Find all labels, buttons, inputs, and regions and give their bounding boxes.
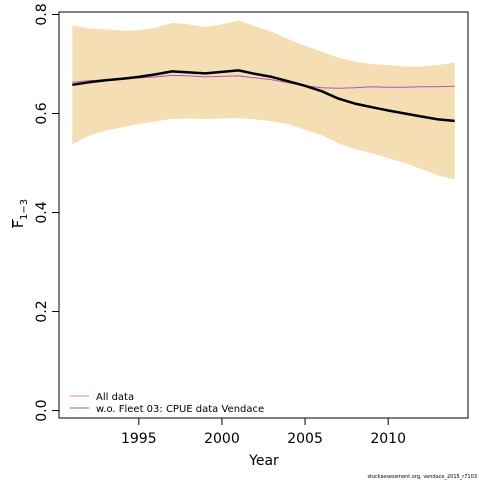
x-tick-label: 2000 xyxy=(204,431,240,447)
y-tick-label: 0.8 xyxy=(34,3,50,25)
x-tick-label: 2010 xyxy=(370,431,406,447)
credit-text: stockassessment.org, vendace_2015_r7103 xyxy=(367,474,477,480)
legend: All data w.o. Fleet 03: CPUE data Vendac… xyxy=(70,392,264,415)
y-axis-title: F1−3 xyxy=(11,199,30,228)
series-layer xyxy=(72,69,455,123)
confidence-band-layer xyxy=(72,20,455,180)
confidence-band xyxy=(72,20,455,180)
x-axis-title: Year xyxy=(248,453,279,469)
svg-text:F1−3: F1−3 xyxy=(11,199,30,228)
y-axis: 0.0 0.2 0.4 0.6 0.8 xyxy=(34,3,59,422)
y-tick-label: 0.4 xyxy=(34,201,50,223)
series-line-all-data xyxy=(72,69,455,123)
x-axis: 1995 2000 2005 2010 xyxy=(121,418,406,447)
y-axis-title-subscript: 1−3 xyxy=(19,199,30,220)
legend-label-all-data: All data xyxy=(96,392,134,403)
y-tick-label: 0.0 xyxy=(34,399,50,421)
x-tick-label: 1995 xyxy=(121,431,157,447)
y-axis-title-main: F xyxy=(11,220,27,228)
y-tick-label: 0.6 xyxy=(34,102,50,124)
y-tick-label: 0.2 xyxy=(34,300,50,322)
x-tick-label: 2005 xyxy=(287,431,323,447)
plot-frame xyxy=(58,11,469,419)
legend-label-without-fleet-03: w.o. Fleet 03: CPUE data Vendace xyxy=(96,404,264,415)
